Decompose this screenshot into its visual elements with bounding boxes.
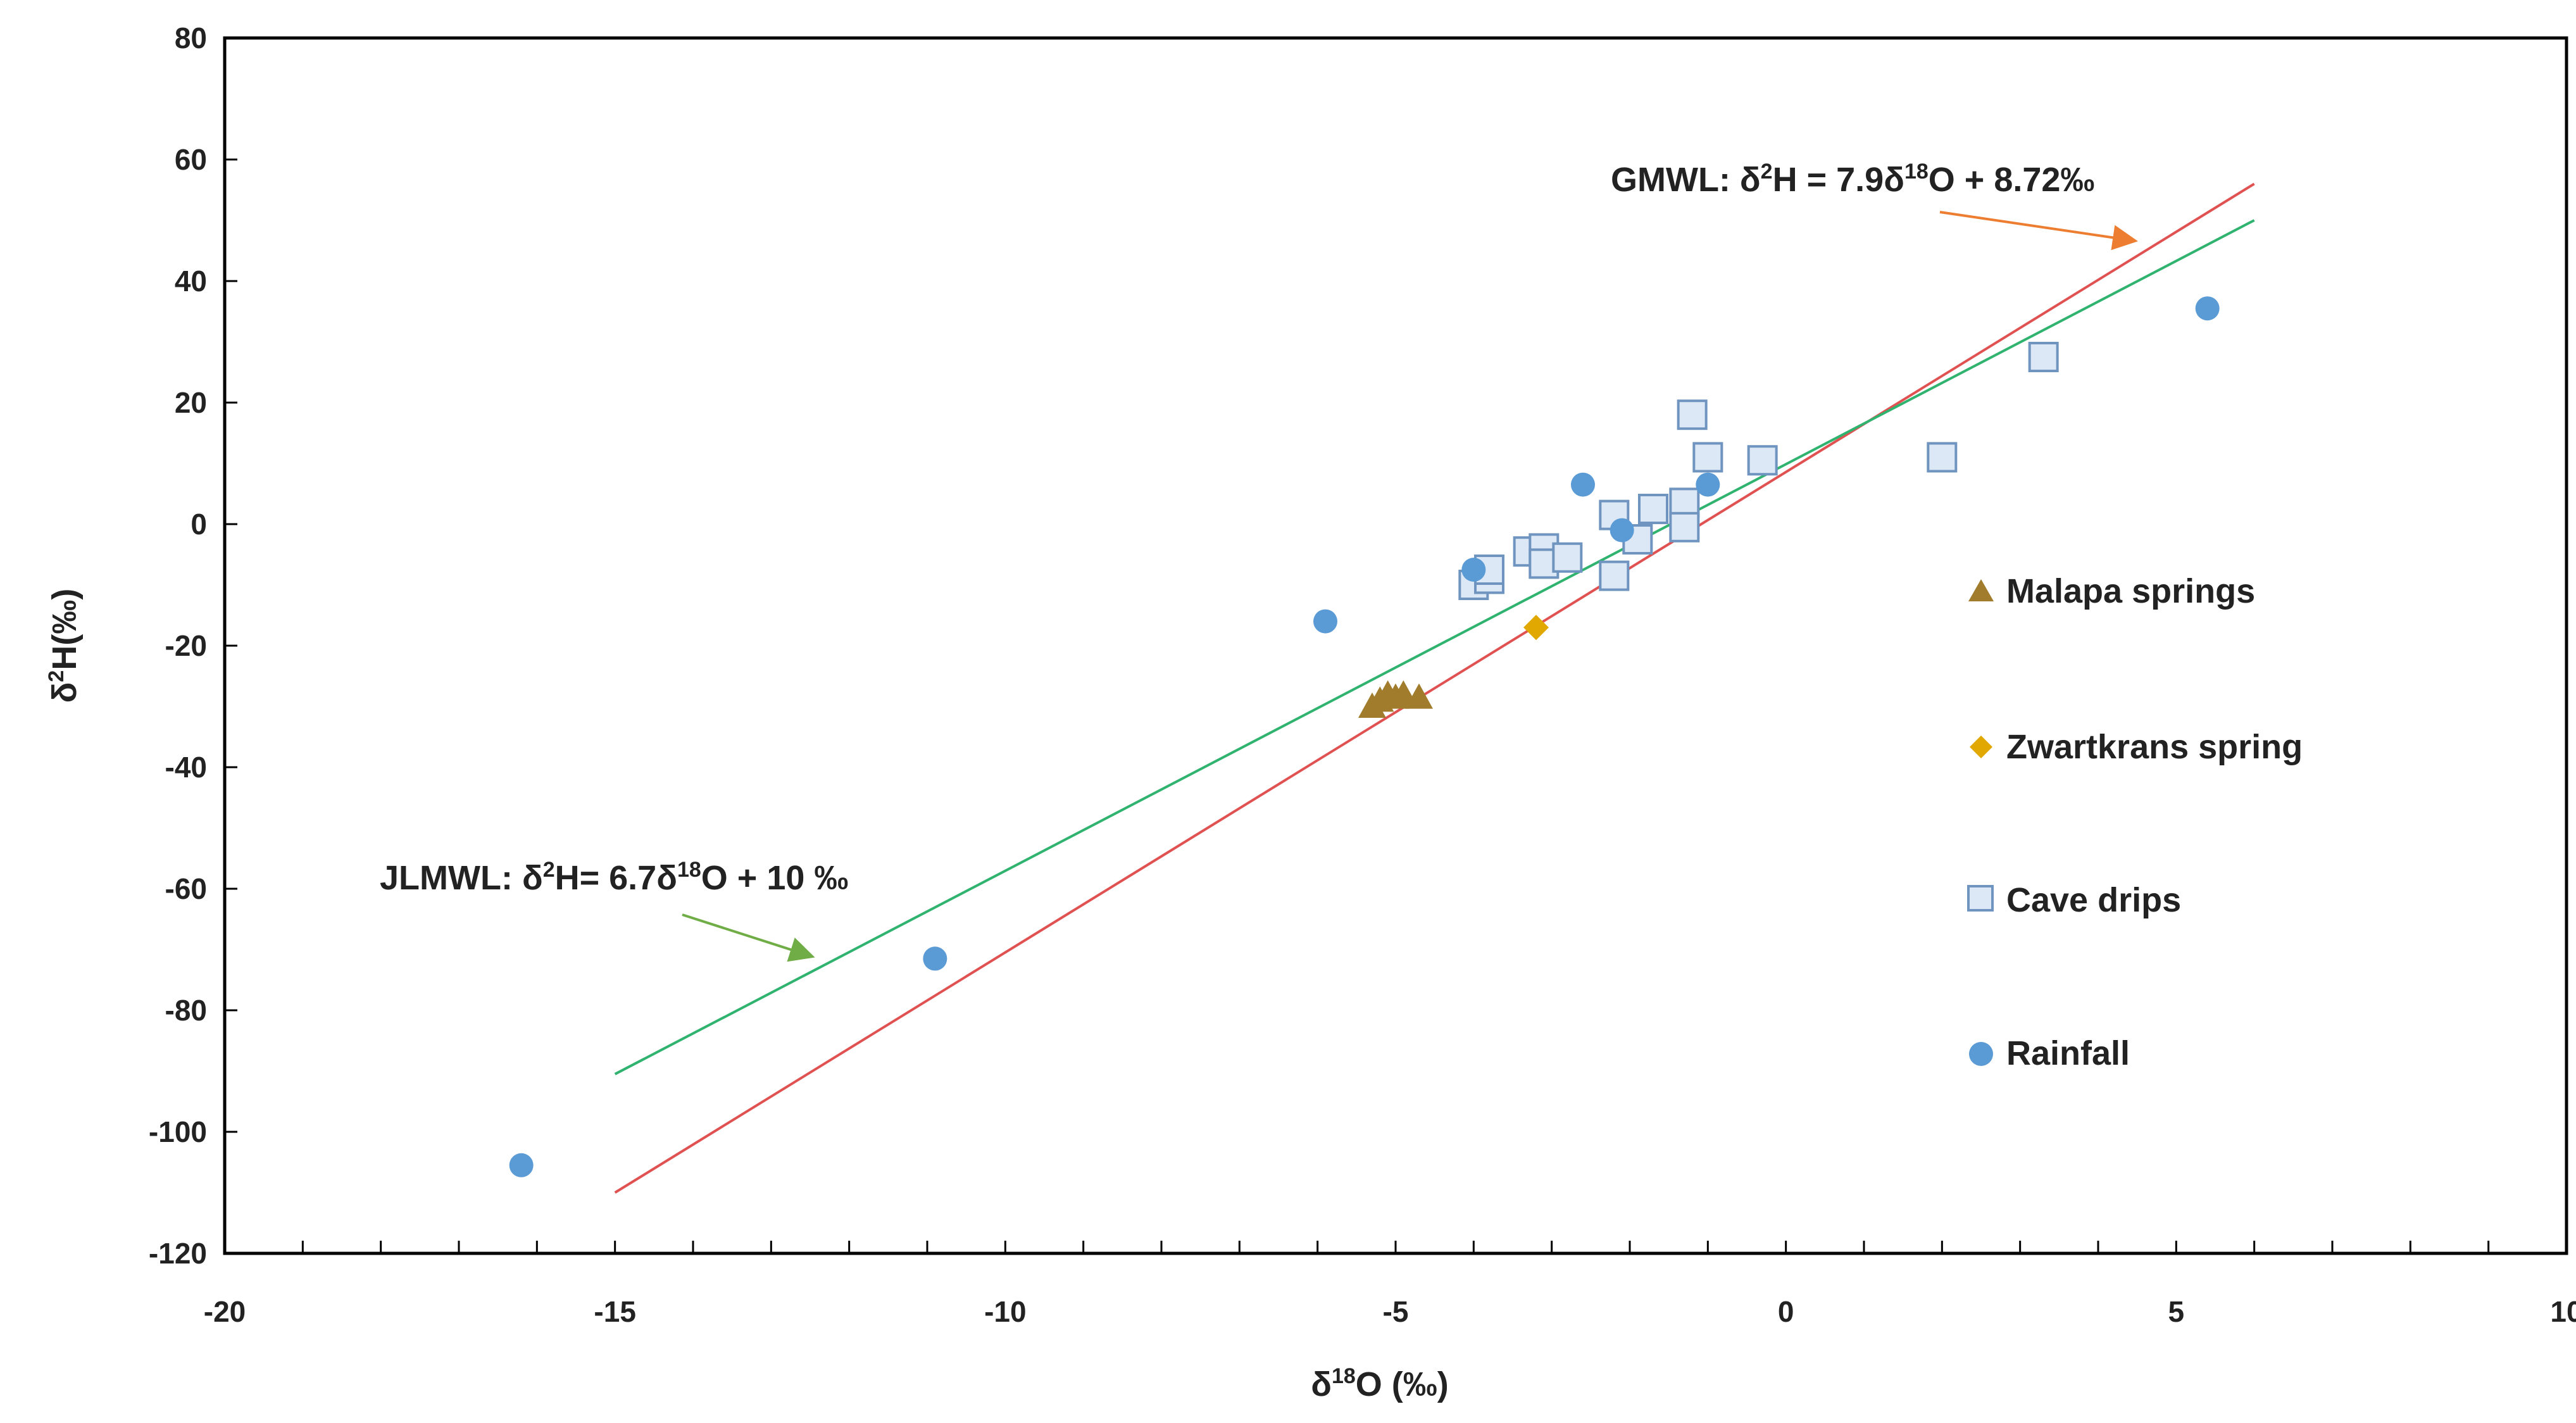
x-tick-label: -20 xyxy=(204,1295,246,1328)
y-axis-title: δ2H(‰) xyxy=(44,589,84,703)
cave-drips-point xyxy=(1692,442,1723,473)
y-tick-label: 60 xyxy=(175,143,207,176)
gmwl-arrow xyxy=(1939,211,2138,251)
cave-drips-point xyxy=(1552,542,1583,573)
y-axis-ticks xyxy=(225,37,237,1255)
legend: Malapa springs Zwartkrans spring Cave dr… xyxy=(1967,572,2303,1072)
malapa-springs-point xyxy=(1405,683,1433,709)
legend-label-zwartkrans-spring: Zwartkrans spring xyxy=(2006,728,2303,766)
x-tick-label: 0 xyxy=(1778,1295,1794,1328)
legend-item-zwartkrans-spring: Zwartkrans spring xyxy=(1970,728,2303,766)
y-tick-label: -60 xyxy=(165,872,207,905)
gmwl-line xyxy=(614,182,2255,1194)
cave-drips-point xyxy=(1638,494,1668,524)
rainfall-point xyxy=(1313,609,1337,634)
x-tick-label: -10 xyxy=(984,1295,1026,1328)
x-tick-label: -15 xyxy=(594,1295,635,1328)
y-tick-label: -40 xyxy=(165,751,207,784)
y-tick-label: -20 xyxy=(165,629,207,662)
diamond-marker-icon xyxy=(1970,736,1992,758)
rainfall-point xyxy=(2195,296,2220,321)
x-tick-label: 10 xyxy=(2550,1295,2576,1328)
x-axis-tick-labels: -20 -15 -10 -5 0 5 10 xyxy=(204,1295,2576,1328)
legend-item-rainfall: Rainfall xyxy=(1969,1034,2130,1072)
jlmwl-line xyxy=(614,219,2255,1075)
rainfall-point xyxy=(923,946,947,971)
plot-area-frame xyxy=(223,36,2568,1255)
y-tick-label: 80 xyxy=(175,22,207,54)
triangle-marker-icon xyxy=(1968,579,1994,601)
x-axis-ticks xyxy=(223,1241,2568,1253)
y-tick-label: -80 xyxy=(165,994,207,1027)
y-tick-label: -100 xyxy=(149,1115,207,1148)
cave-drips-point xyxy=(1747,445,1778,476)
y-tick-label: 0 xyxy=(191,508,207,541)
y-axis-tick-labels: -120 -100 -80 -60 -40 -20 0 20 40 60 80 xyxy=(149,22,207,1270)
x-axis-title: δ18O (‰) xyxy=(1311,1364,1449,1403)
rainfall-point xyxy=(509,1153,534,1177)
cave-drips-point xyxy=(1677,399,1708,430)
legend-item-cave-drips: Cave drips xyxy=(1967,881,2181,919)
jlmwl-equation: JLMWL: δ2H= 6.7δ18O + 10 ‰ xyxy=(380,858,848,897)
y-tick-label: 20 xyxy=(175,386,207,419)
y-tick-label: 40 xyxy=(175,265,207,298)
data-points xyxy=(509,296,2220,1177)
zwartkrans-spring-point xyxy=(1523,615,1549,641)
legend-label-cave-drips: Cave drips xyxy=(2006,881,2181,919)
rainfall-point xyxy=(1571,472,1595,497)
x-tick-label: 5 xyxy=(2168,1295,2185,1328)
regression-lines xyxy=(614,182,2255,1194)
gmwl-equation: GMWL: δ2H = 7.9δ18O + 8.72‰ xyxy=(1611,160,2094,199)
legend-label-rainfall: Rainfall xyxy=(2006,1034,2130,1072)
cave-drips-point xyxy=(2028,342,2059,372)
square-marker-icon xyxy=(1967,885,1994,912)
rainfall-point xyxy=(1461,558,1486,582)
cave-drips-point xyxy=(1669,511,1700,542)
legend-label-malapa-springs: Malapa springs xyxy=(2006,572,2255,610)
rainfall-point xyxy=(1696,472,1720,497)
jlmwl-arrow xyxy=(682,913,815,962)
y-tick-label: -120 xyxy=(149,1237,207,1270)
x-tick-label: -5 xyxy=(1383,1295,1409,1328)
cave-drips-point xyxy=(1927,442,1958,473)
rainfall-point xyxy=(1610,518,1634,542)
cave-drips-point xyxy=(1599,560,1630,591)
legend-item-malapa-springs: Malapa springs xyxy=(1968,572,2255,610)
circle-marker-icon xyxy=(1969,1042,1993,1066)
